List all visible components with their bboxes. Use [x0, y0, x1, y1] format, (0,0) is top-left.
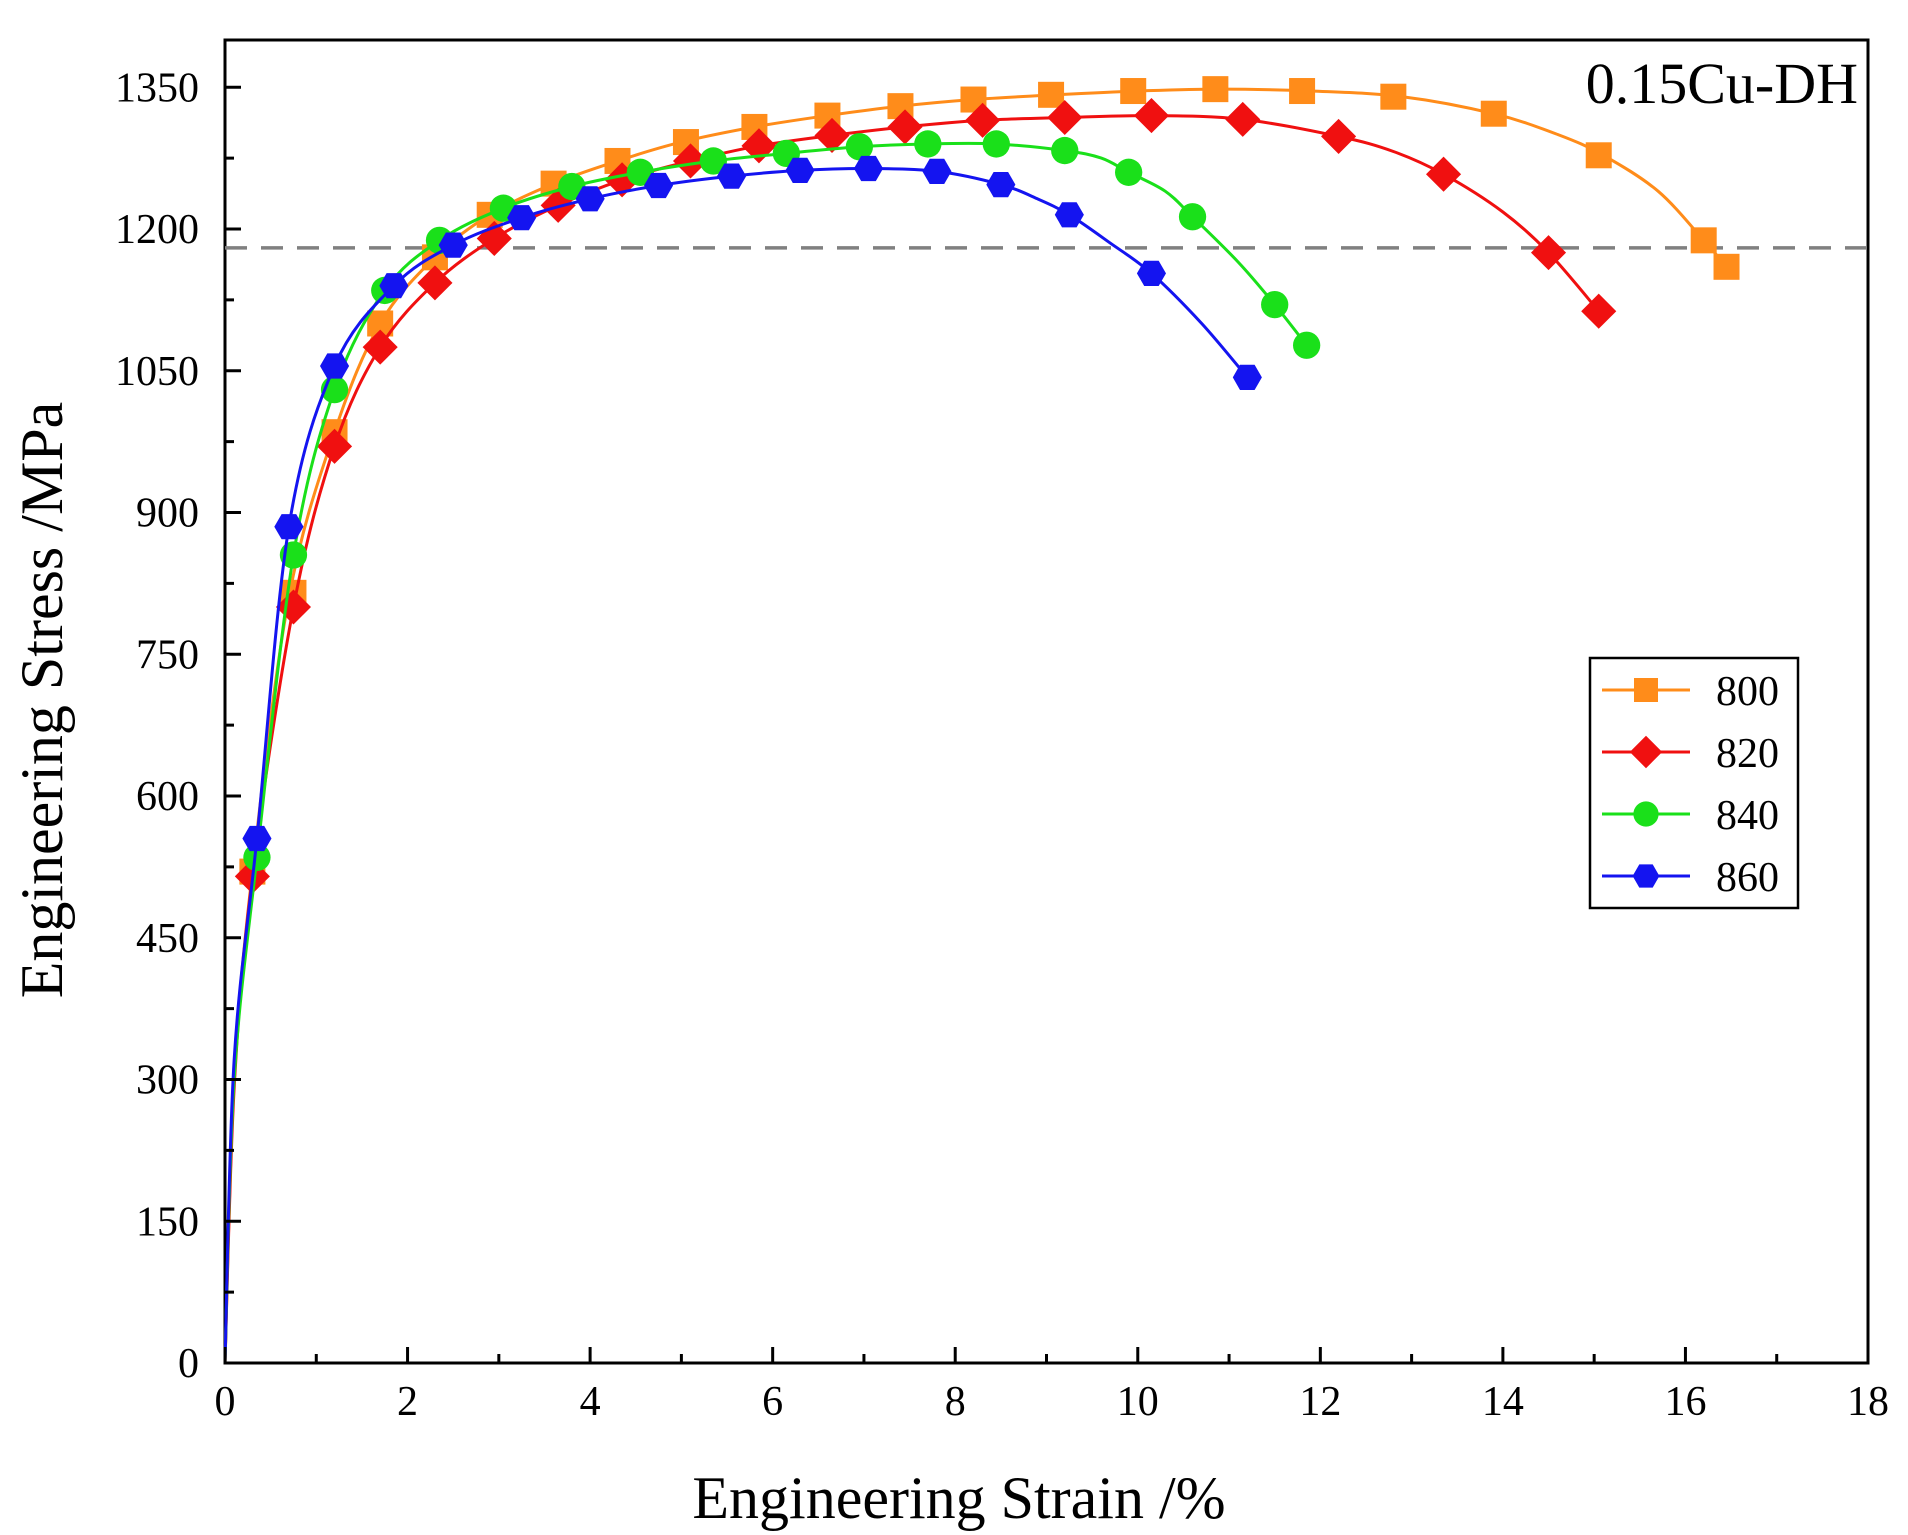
series-820 — [223, 98, 1617, 1364]
data-point-840 — [1178, 203, 1207, 231]
data-point-820 — [476, 220, 512, 256]
x-tick-label: 16 — [1664, 1379, 1706, 1425]
y-tick-label: 600 — [136, 774, 199, 820]
y-tick-label: 1200 — [115, 207, 199, 253]
data-point-820 — [887, 109, 923, 145]
x-tick-label: 2 — [397, 1379, 418, 1425]
legend: 800 820 840 860 — [1588, 656, 1800, 910]
data-point-800 — [1585, 142, 1612, 169]
series-860 — [223, 155, 1262, 1364]
data-point-860 — [922, 158, 952, 184]
data-point-860 — [320, 353, 350, 379]
data-point-860 — [274, 514, 304, 540]
data-point-860 — [853, 155, 884, 182]
data-point-800 — [1202, 76, 1229, 103]
data-point-860 — [785, 157, 815, 183]
data-point-820 — [604, 162, 640, 198]
y-tick-label: 750 — [136, 632, 199, 678]
legend-marker-860 — [1632, 864, 1660, 888]
data-point-860 — [644, 172, 674, 199]
x-tick-label: 4 — [580, 1379, 601, 1425]
legend-marker-800 — [1634, 678, 1658, 702]
data-point-840 — [626, 158, 654, 186]
data-point-860 — [438, 232, 468, 258]
y-tick-label: 150 — [136, 1199, 199, 1245]
legend-label-860: 860 — [1716, 855, 1779, 901]
data-point-840 — [699, 147, 727, 175]
data-point-800 — [1038, 81, 1065, 108]
x-tick-label: 14 — [1482, 1379, 1524, 1425]
data-point-820 — [814, 117, 850, 153]
y-tick-label: 1050 — [115, 349, 199, 395]
data-point-820 — [362, 329, 398, 365]
legend-marker-840 — [1633, 801, 1659, 827]
y-axis-title: Engineering Stress /MPa — [9, 402, 75, 999]
x-tick-label: 6 — [762, 1379, 783, 1425]
legend-box — [1588, 656, 1800, 910]
y-tick-label: 450 — [136, 916, 199, 962]
y-tick-label: 900 — [136, 491, 199, 537]
legend-marker-820 — [1629, 735, 1663, 769]
data-point-840 — [1261, 290, 1289, 319]
legend-label-840: 840 — [1716, 793, 1779, 839]
x-axis-title: Engineering Strain /% — [692, 1465, 1225, 1531]
data-point-800 — [1380, 83, 1407, 110]
data-point-860 — [1232, 364, 1262, 390]
data-point-820 — [1047, 99, 1083, 136]
series-line-840 — [223, 141, 1308, 1364]
data-point-860 — [717, 163, 747, 189]
data-point-800 — [1690, 227, 1717, 254]
x-tick-label: 12 — [1299, 1379, 1341, 1425]
y-tick-label: 0 — [178, 1341, 199, 1387]
data-point-820 — [1321, 118, 1357, 154]
data-point-820 — [1133, 98, 1170, 134]
data-point-860 — [379, 273, 409, 299]
data-point-840 — [1115, 158, 1143, 186]
data-point-820 — [1225, 101, 1261, 137]
data-point-820 — [965, 102, 1001, 138]
legend-label-800: 800 — [1716, 669, 1779, 715]
data-point-840 — [914, 130, 942, 158]
data-point-800 — [1480, 100, 1507, 127]
data-point-860 — [242, 825, 272, 852]
legend-label-820: 820 — [1716, 731, 1779, 777]
data-point-860 — [575, 186, 605, 212]
data-point-860 — [1054, 202, 1084, 228]
data-point-820 — [417, 265, 453, 301]
x-tick-label: 8 — [945, 1379, 966, 1425]
data-point-840 — [845, 133, 874, 161]
series-840 — [223, 130, 1321, 1364]
series-line-820 — [223, 114, 1600, 1364]
series-line-800 — [223, 87, 1728, 1364]
y-tick-label: 1350 — [115, 65, 199, 111]
data-point-860 — [1136, 260, 1166, 286]
data-point-820 — [316, 428, 353, 464]
data-point-820 — [275, 589, 312, 625]
data-point-860 — [507, 205, 537, 231]
data-point-820 — [672, 143, 709, 179]
data-point-820 — [1426, 156, 1462, 192]
data-point-840 — [558, 172, 586, 201]
data-point-800 — [1289, 78, 1316, 105]
sample-annotation: 0.15Cu-DH — [1586, 51, 1858, 116]
y-tick-label: 300 — [136, 1058, 199, 1104]
x-tick-label: 10 — [1117, 1379, 1159, 1425]
data-point-800 — [1713, 253, 1740, 280]
data-point-800 — [1120, 78, 1147, 105]
data-point-840 — [982, 130, 1010, 158]
data-point-840 — [1051, 136, 1079, 165]
x-tick-label: 0 — [215, 1379, 236, 1425]
x-tick-label: 18 — [1847, 1379, 1889, 1425]
data-point-840 — [1292, 331, 1321, 359]
data-point-860 — [986, 172, 1016, 198]
data-point-820 — [1530, 235, 1567, 271]
data-point-820 — [1581, 293, 1617, 329]
